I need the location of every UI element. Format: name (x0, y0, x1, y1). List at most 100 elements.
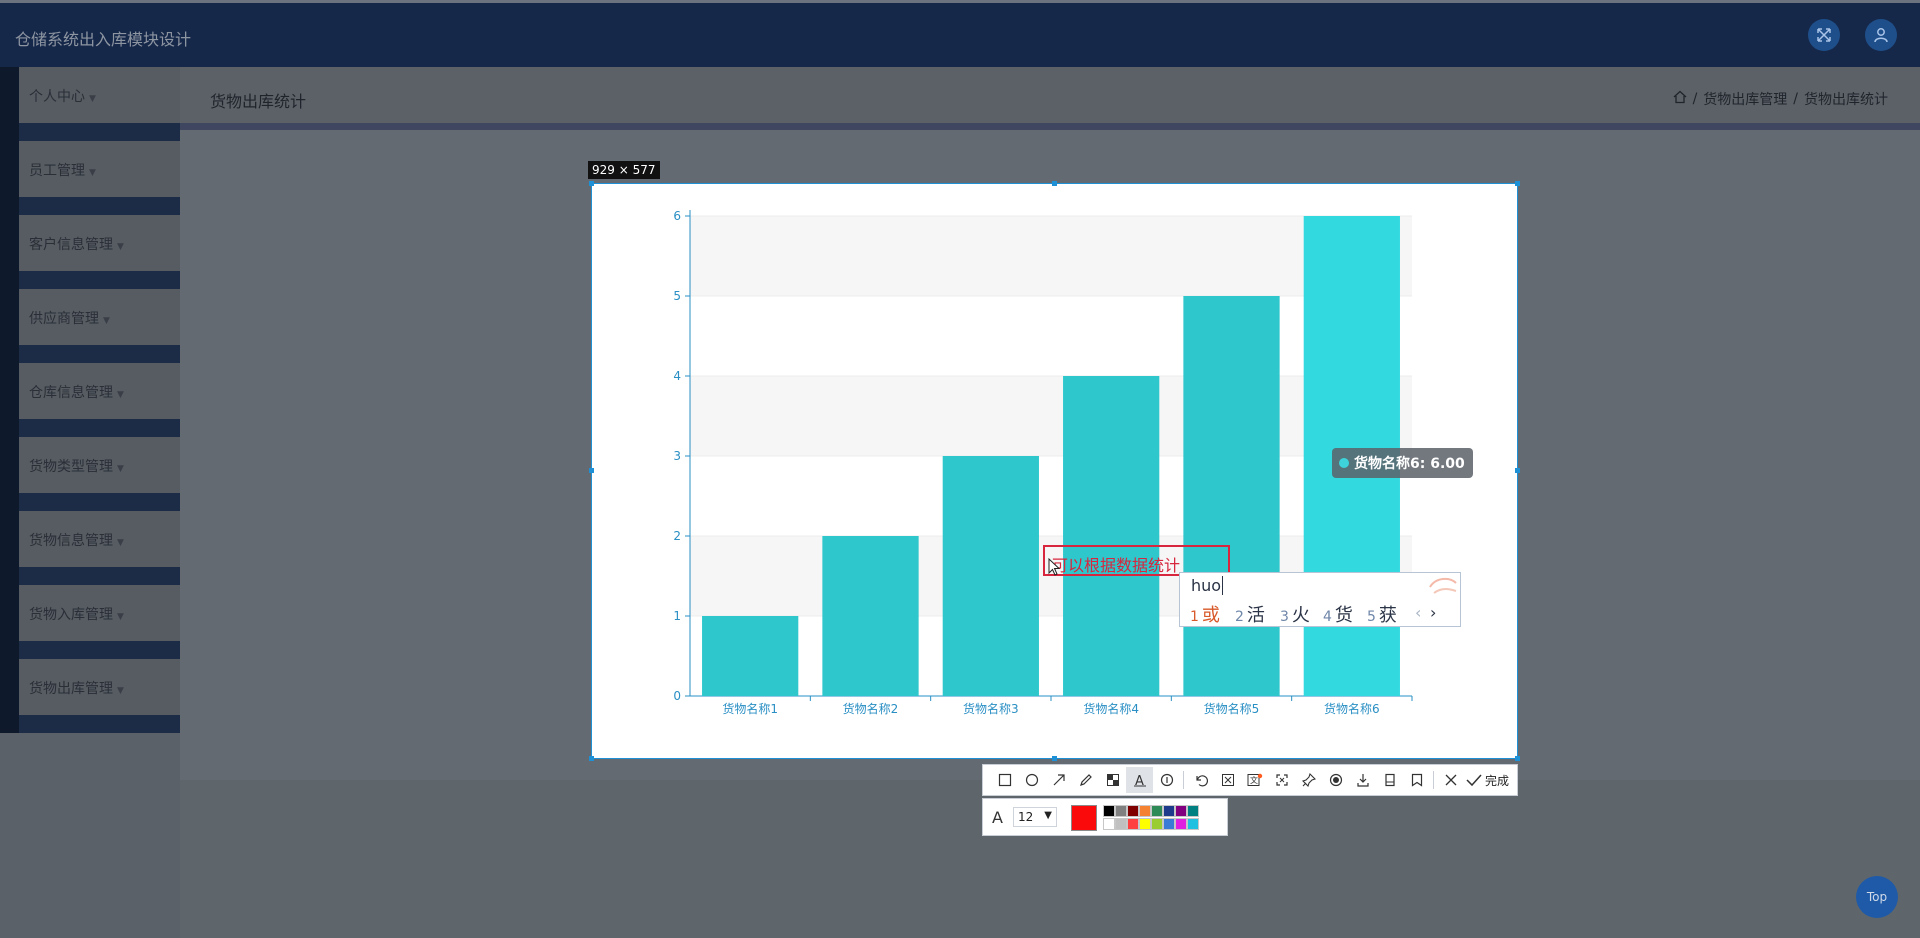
download-icon[interactable] (1349, 767, 1376, 793)
breadcrumb-sep: / (1793, 91, 1798, 107)
toolbar-divider (1433, 771, 1434, 789)
y-tick-label: 4 (673, 369, 681, 383)
color-swatch[interactable] (1187, 805, 1199, 817)
sidebar-divider (19, 641, 180, 659)
resize-handle[interactable] (589, 181, 594, 186)
color-swatch[interactable] (1139, 818, 1151, 830)
close-icon[interactable] (1437, 767, 1464, 793)
bar (822, 536, 919, 696)
sidebar-divider (19, 271, 180, 289)
toolbar-divider (1183, 771, 1184, 789)
sidebar-item-employee[interactable]: 员工管理 ▼ (19, 141, 180, 197)
user-icon[interactable] (1865, 19, 1897, 51)
color-swatch[interactable] (1127, 805, 1139, 817)
color-swatch[interactable] (1127, 818, 1139, 830)
chevron-down-icon: ▼ (89, 94, 96, 104)
color-swatch[interactable] (1115, 818, 1127, 830)
record-icon[interactable] (1322, 767, 1349, 793)
y-tick-label: 2 (673, 529, 681, 543)
color-swatch[interactable] (1103, 818, 1115, 830)
resize-handle[interactable] (1052, 181, 1057, 186)
undo-icon[interactable] (1187, 767, 1214, 793)
ime-next-page[interactable]: › (1430, 603, 1437, 622)
home-icon[interactable] (1673, 90, 1687, 108)
breadcrumb-sep: / (1692, 91, 1698, 107)
chevron-down-icon: ▼ (89, 168, 96, 178)
color-swatch[interactable] (1115, 805, 1127, 817)
current-color-swatch[interactable] (1071, 805, 1097, 831)
color-swatch[interactable] (1151, 818, 1163, 830)
annotation-text-box[interactable]: 可以根据数据统计 (1043, 545, 1230, 576)
done-button[interactable]: 完成 (1466, 772, 1509, 789)
resize-handle[interactable] (1515, 756, 1520, 761)
mosaic-icon[interactable] (1099, 767, 1126, 793)
bar (942, 456, 1039, 696)
y-tick-label: 3 (673, 449, 681, 463)
resize-handle[interactable] (589, 756, 594, 761)
pencil-icon[interactable] (1072, 767, 1099, 793)
color-swatch[interactable] (1139, 805, 1151, 817)
chevron-down-icon: ▼ (117, 686, 124, 696)
bar (1183, 296, 1280, 696)
resize-handle[interactable] (1515, 468, 1520, 473)
ime-input-text: huo (1191, 576, 1224, 595)
screenshot-toolbar: A 文 完成 (982, 764, 1518, 796)
resize-handle[interactable] (1515, 181, 1520, 186)
sidebar-item-goods-outbound[interactable]: 货物出库管理 ▼ (19, 659, 180, 715)
chevron-down-icon: ▼ (1044, 810, 1052, 821)
page-title: 货物出库统计 (210, 92, 307, 111)
mouse-cursor-icon (1048, 558, 1060, 576)
done-label: 完成 (1485, 773, 1510, 788)
arrow-icon[interactable] (1045, 767, 1072, 793)
ellipse-icon[interactable] (1018, 767, 1045, 793)
resize-handle[interactable] (1052, 756, 1057, 761)
sidebar-item-supplier[interactable]: 供应商管理 ▼ (19, 289, 180, 345)
sidebar-divider (19, 197, 180, 215)
erase-icon[interactable] (1214, 767, 1241, 793)
long-screenshot-icon[interactable] (1376, 767, 1403, 793)
ime-prev-page[interactable]: ‹ (1415, 603, 1422, 622)
number-icon[interactable] (1153, 767, 1180, 793)
color-swatch[interactable] (1151, 805, 1163, 817)
rectangle-icon[interactable] (991, 767, 1018, 793)
y-tick-label: 6 (673, 209, 681, 223)
sidebar (0, 67, 180, 733)
text-icon[interactable]: A (1126, 767, 1153, 793)
pin-icon[interactable] (1295, 767, 1322, 793)
sidebar-item-goods-type[interactable]: 货物类型管理 ▼ (19, 437, 180, 493)
color-swatch[interactable] (1163, 818, 1175, 830)
font-size-select[interactable]: 12 ▼ (1013, 807, 1057, 827)
x-tick-label: 货物名称4 (1083, 701, 1139, 716)
color-swatch[interactable] (1175, 818, 1187, 830)
sidebar-item-warehouse[interactable]: 仓库信息管理 ▼ (19, 363, 180, 419)
bookmark-icon[interactable] (1403, 767, 1430, 793)
color-swatch[interactable] (1103, 805, 1115, 817)
sidebar-strip (0, 67, 19, 733)
sidebar-item-customer[interactable]: 客户信息管理 ▼ (19, 215, 180, 271)
breadcrumb-item[interactable]: 货物出库管理 (1703, 92, 1788, 108)
sidebar-item-goods-inbound[interactable]: 货物入库管理 ▼ (19, 585, 180, 641)
chevron-down-icon: ▼ (117, 242, 124, 252)
color-swatch[interactable] (1187, 818, 1199, 830)
ocr-icon[interactable]: 文 (1241, 767, 1268, 793)
sidebar-divider (19, 715, 180, 733)
crop-icon[interactable] (1268, 767, 1295, 793)
breadcrumb: / 货物出库管理 / 货物出库统计 (1673, 89, 1888, 109)
sidebar-item-personal[interactable]: 个人中心 ▼ (19, 67, 180, 123)
bar (702, 616, 799, 696)
sidebar-item-goods-info[interactable]: 货物信息管理 ▼ (19, 511, 180, 567)
header-divider (180, 123, 1920, 130)
y-tick-label: 0 (673, 689, 681, 703)
svg-text:A: A (1135, 774, 1144, 787)
fullscreen-icon[interactable] (1808, 19, 1840, 51)
ime-skin-decoration (1429, 577, 1457, 594)
back-to-top-button[interactable]: Top (1856, 876, 1898, 918)
color-swatch[interactable] (1175, 805, 1187, 817)
resize-handle[interactable] (589, 468, 594, 473)
color-swatch[interactable] (1163, 805, 1175, 817)
